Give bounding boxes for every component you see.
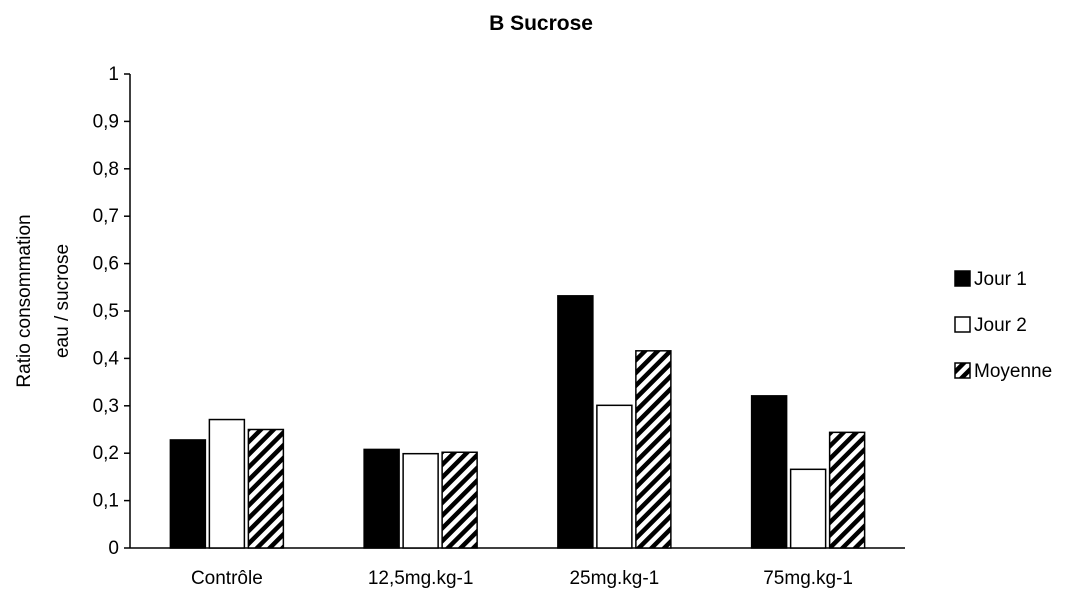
bar-jour-1 bbox=[557, 295, 594, 549]
chart-title: B Sucrose bbox=[489, 12, 593, 35]
y-tick-label: 0,4 bbox=[93, 348, 120, 369]
legend-swatch bbox=[954, 316, 971, 333]
y-axis-label: Ratio consommation eau / sucrose bbox=[14, 214, 73, 387]
y-tick-label: 1 bbox=[108, 64, 119, 85]
bar-jour-1 bbox=[750, 395, 788, 549]
y-tick-label: 0,6 bbox=[93, 254, 119, 275]
legend: Jour 1 Jour 2 Moyenne bbox=[954, 269, 1052, 382]
y-tick-label: 0,7 bbox=[93, 206, 119, 227]
y-axis: 0 0,1 0,2 0,3 0,4 0,5 0,6 0,7 0,8 0,9 1 bbox=[93, 64, 131, 559]
bar-moyenne bbox=[247, 428, 285, 549]
legend-swatch bbox=[954, 362, 971, 379]
legend-swatch bbox=[954, 270, 971, 287]
y-tick-label: 0,2 bbox=[93, 443, 119, 464]
bar-jour-2 bbox=[208, 418, 246, 549]
bar-jour-2 bbox=[402, 452, 439, 549]
legend-label: Jour 1 bbox=[974, 269, 1027, 290]
bar-jour-2 bbox=[596, 404, 633, 549]
bars bbox=[169, 295, 866, 549]
y-tick-label: 0,3 bbox=[93, 396, 119, 417]
legend-label: Moyenne bbox=[974, 361, 1052, 382]
y-tick-label: 0,5 bbox=[93, 301, 119, 322]
y-axis-label-line: eau / sucrose bbox=[52, 244, 73, 358]
x-tick-label: 25mg.kg-1 bbox=[569, 568, 659, 589]
x-axis: Contrôle 12,5mg.kg-1 25mg.kg-1 75mg.kg-1 bbox=[130, 547, 905, 589]
y-tick-label: 0,9 bbox=[93, 111, 119, 132]
y-axis-label-line: Ratio consommation bbox=[14, 214, 35, 387]
bar-jour-1 bbox=[169, 439, 207, 549]
x-tick-label: Contrôle bbox=[191, 568, 263, 589]
bar-moyenne bbox=[635, 350, 672, 549]
bar-moyenne bbox=[828, 431, 866, 549]
bar-moyenne bbox=[441, 451, 478, 549]
bar-jour-1 bbox=[363, 448, 400, 549]
y-tick-label: 0 bbox=[108, 538, 119, 559]
y-tick-label: 0,8 bbox=[93, 159, 119, 180]
x-tick-label: 75mg.kg-1 bbox=[763, 568, 853, 589]
x-tick-label: 12,5mg.kg-1 bbox=[368, 568, 474, 589]
legend-label: Jour 2 bbox=[974, 315, 1027, 336]
y-tick-label: 0,1 bbox=[93, 491, 119, 512]
bar-jour-2 bbox=[789, 468, 827, 549]
